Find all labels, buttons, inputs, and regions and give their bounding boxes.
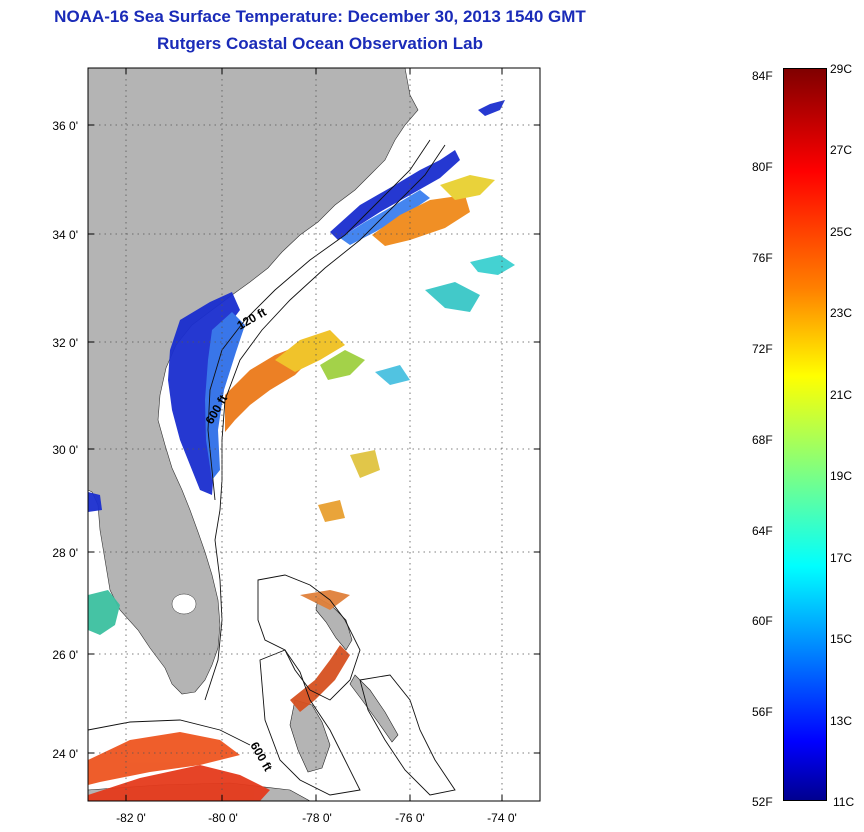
colorbar-f-label: 56F <box>752 705 773 719</box>
colorbar-f-label: 60F <box>752 614 773 628</box>
colorbar-c-label: 25C <box>830 225 853 239</box>
land-mainland <box>87 67 419 695</box>
lat-label: 36 0' <box>52 119 78 133</box>
colorbar-c-label: 11C <box>833 795 855 809</box>
lat-label: 26 0' <box>52 648 78 662</box>
temperature-colorbar <box>783 68 827 801</box>
lat-label: 24 0' <box>52 747 78 761</box>
lon-label: -80 0' <box>208 811 238 825</box>
lat-label: 32 0' <box>52 336 78 350</box>
colorbar-c-label: 13C <box>830 714 853 728</box>
lon-label: -82 0' <box>116 811 146 825</box>
colorbar-c-label: 21C <box>830 388 853 402</box>
lat-label: 34 0' <box>52 228 78 242</box>
lon-label: -78 0' <box>302 811 332 825</box>
map-border <box>87 67 541 802</box>
map-subtitle: Rutgers Coastal Ocean Observation Lab <box>157 34 483 53</box>
graticule <box>88 68 540 801</box>
map-title: NOAA-16 Sea Surface Temperature: Decembe… <box>54 7 586 26</box>
lon-label: -76 0' <box>395 811 425 825</box>
land-bahamas-andros <box>289 699 331 773</box>
land-bahamas-eleuthera <box>349 674 399 743</box>
lake-okeechobee <box>171 593 197 615</box>
colorbar-c-label: 17C <box>830 551 853 565</box>
colorbar-f-label: 76F <box>752 251 773 265</box>
colorbar-f-label: 72F <box>752 342 773 356</box>
colorbar-f-label: 80F <box>752 160 773 174</box>
land-bahamas-abaco <box>315 597 353 651</box>
lat-label: 30 0' <box>52 443 78 457</box>
lon-label: -74 0' <box>487 811 517 825</box>
colorbar-c-label: 29C <box>830 62 853 76</box>
colorbar-f-label: 84F <box>752 69 773 83</box>
colorbar-f-label: 68F <box>752 433 773 447</box>
colorbar-f-label: 52F <box>752 795 773 809</box>
colorbar-c-label: 27C <box>830 143 853 157</box>
colorbar-f-label: 64F <box>752 524 773 538</box>
bathymetry-contours <box>87 139 456 796</box>
colorbar-c-label: 15C <box>830 632 853 646</box>
colorbar-c-label: 19C <box>830 469 853 483</box>
colorbar-c-label: 23C <box>830 306 853 320</box>
axis-ticks <box>88 68 540 801</box>
lat-label: 28 0' <box>52 546 78 560</box>
